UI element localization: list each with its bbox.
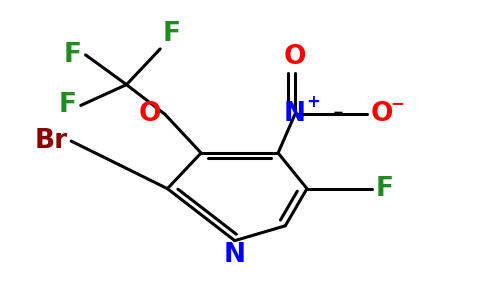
Text: F: F bbox=[163, 21, 181, 46]
Text: F: F bbox=[376, 176, 394, 202]
Text: Br: Br bbox=[34, 128, 67, 154]
Text: −: − bbox=[390, 94, 404, 112]
Text: O: O bbox=[284, 44, 306, 70]
Text: O: O bbox=[371, 101, 393, 127]
Text: N: N bbox=[224, 242, 246, 268]
Text: F: F bbox=[64, 42, 82, 68]
Text: O: O bbox=[138, 101, 161, 127]
Text: F: F bbox=[59, 92, 77, 119]
Text: +: + bbox=[306, 93, 320, 111]
Text: N: N bbox=[284, 101, 306, 127]
Text: -: - bbox=[333, 101, 344, 127]
